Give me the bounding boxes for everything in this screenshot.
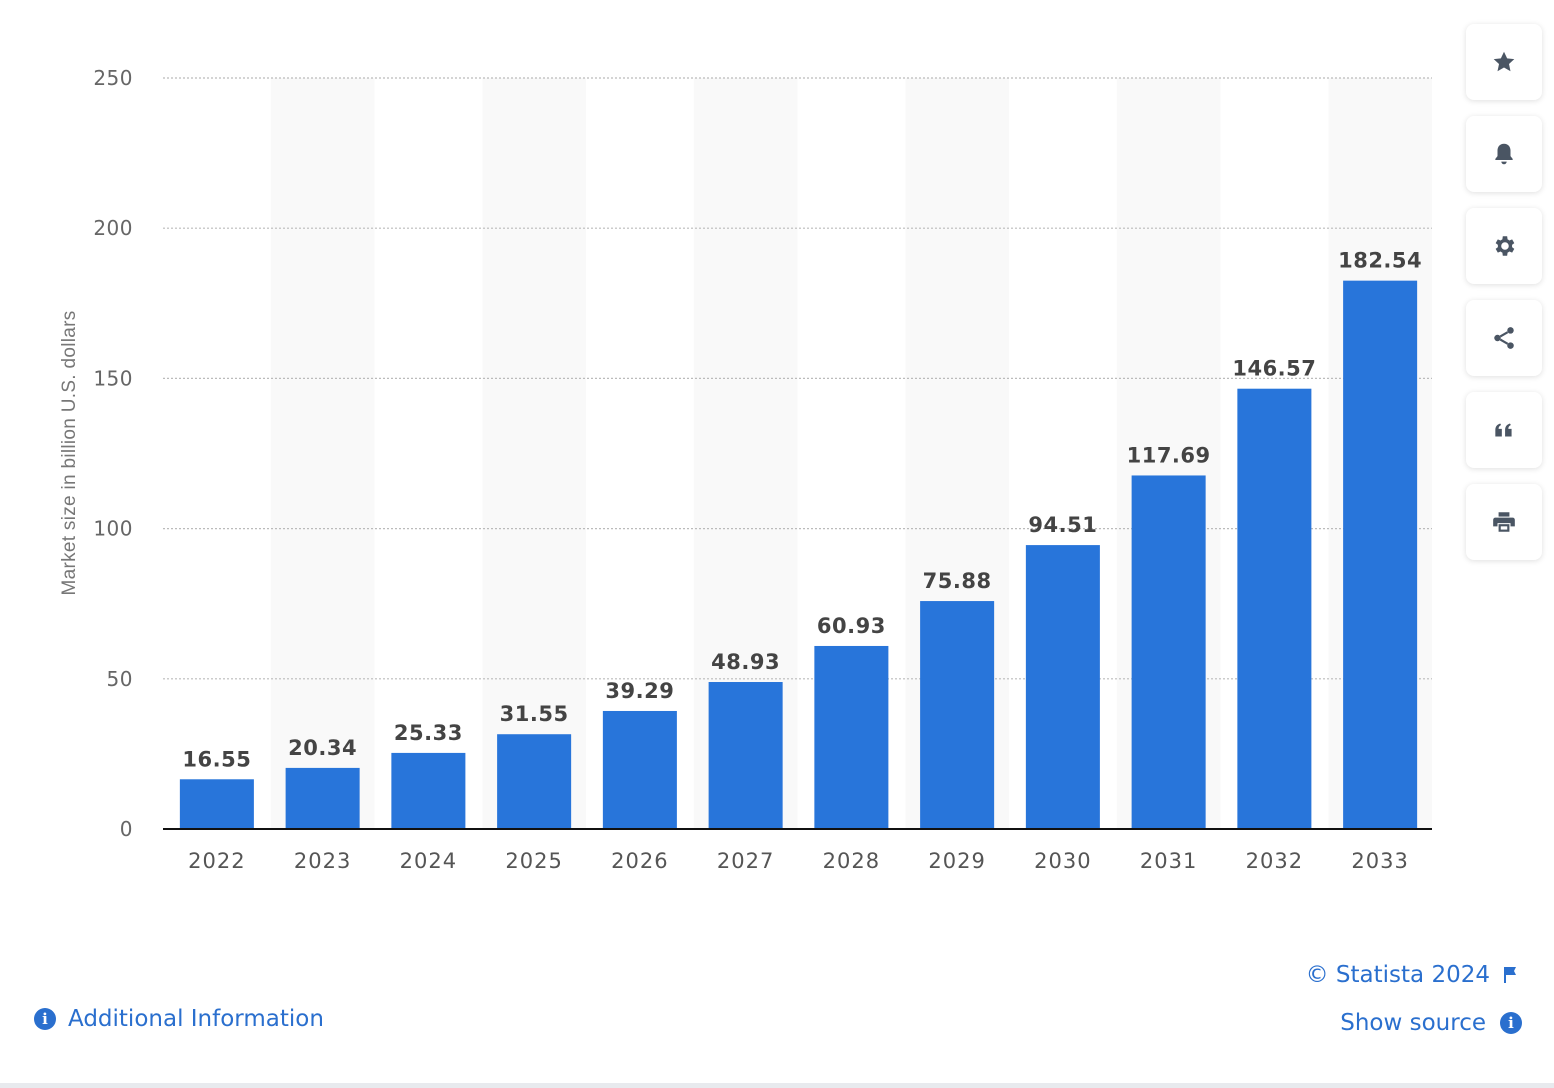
settings-button[interactable] <box>1466 208 1542 284</box>
x-tick-label: 2026 <box>611 849 668 873</box>
bar[interactable] <box>285 767 360 829</box>
gear-icon <box>1495 236 1515 256</box>
category-band <box>270 78 375 829</box>
info-icon: i <box>34 1008 56 1030</box>
quote-icon <box>1495 423 1512 437</box>
additional-information-link[interactable]: i Additional Information <box>34 1006 324 1032</box>
data-label: 146.57 <box>1232 357 1316 381</box>
x-tick-label: 2028 <box>823 849 880 873</box>
data-label: 60.93 <box>817 614 886 638</box>
show-source-label: Show source <box>1340 1010 1486 1036</box>
bar[interactable] <box>179 779 254 829</box>
data-label: 182.54 <box>1338 249 1422 273</box>
show-source-link[interactable]: Show source i <box>1340 1010 1522 1036</box>
x-tick-label: 2029 <box>928 849 985 873</box>
data-label: 39.29 <box>605 679 674 703</box>
additional-information-label: Additional Information <box>68 1006 324 1032</box>
x-tick-label: 2027 <box>717 849 774 873</box>
data-label: 25.33 <box>394 721 463 745</box>
copyright-label: © Statista 2024 <box>1305 962 1490 988</box>
bell-icon <box>1495 143 1513 165</box>
statista-copyright-link[interactable]: © Statista 2024 <box>1306 962 1518 988</box>
bar[interactable] <box>391 752 466 829</box>
bar[interactable] <box>814 645 889 829</box>
y-axis-label: Market size in billion U.S. dollars <box>59 310 80 595</box>
x-tick-label: 2031 <box>1140 849 1197 873</box>
data-label: 75.88 <box>923 569 992 593</box>
data-label: 20.34 <box>288 736 357 760</box>
bars <box>179 280 1418 829</box>
x-tick-label: 2023 <box>294 849 351 873</box>
bar[interactable] <box>497 734 572 829</box>
gridlines <box>163 77 1432 680</box>
y-axis-ticks: 0 50 100 150 200 250 <box>93 66 133 841</box>
data-label: 48.93 <box>711 650 780 674</box>
chart-toolbar <box>1466 24 1542 576</box>
bar[interactable] <box>1131 475 1206 829</box>
favorite-button[interactable] <box>1466 24 1542 100</box>
bar[interactable] <box>1025 545 1100 829</box>
category-band <box>482 78 586 829</box>
x-tick-label: 2030 <box>1034 849 1091 873</box>
print-button[interactable] <box>1466 484 1542 560</box>
x-tick-label: 2033 <box>1351 849 1408 873</box>
x-tick-label: 2032 <box>1246 849 1303 873</box>
info-icon: i <box>1500 1012 1522 1034</box>
y-tick-label: 50 <box>107 667 133 691</box>
bottom-divider <box>0 1083 1554 1088</box>
share-button[interactable] <box>1466 300 1542 376</box>
x-tick-label: 2024 <box>400 849 457 873</box>
notification-button[interactable] <box>1466 116 1542 192</box>
x-axis-ticks: 2022 2023 2024 2025 2026 2027 2028 2029 2030 2031… <box>188 849 1408 873</box>
bar-chart: 0 50 100 150 200 250 Market size in billion U… <box>59 66 1432 873</box>
bar[interactable] <box>1237 388 1312 829</box>
data-labels: 16.55 20.34 25.33 31.55 39.29 48.93 60.93 75.88… <box>182 249 1422 772</box>
bar[interactable] <box>1343 280 1418 829</box>
star-icon <box>1493 51 1515 72</box>
printer-icon <box>1493 512 1515 532</box>
bar[interactable] <box>920 601 995 829</box>
data-label: 16.55 <box>182 747 251 771</box>
data-label: 31.55 <box>500 702 569 726</box>
data-label: 94.51 <box>1028 513 1097 537</box>
bar[interactable] <box>708 682 783 829</box>
data-label: 117.69 <box>1127 443 1211 467</box>
cite-button[interactable] <box>1466 392 1542 468</box>
y-tick-label: 100 <box>93 517 133 541</box>
y-tick-label: 200 <box>93 216 133 240</box>
flag-icon <box>1504 967 1516 983</box>
x-tick-label: 2022 <box>188 849 245 873</box>
share-icon <box>1494 327 1514 349</box>
y-tick-label: 150 <box>93 366 133 390</box>
y-tick-label: 0 <box>120 817 133 841</box>
y-tick-label: 250 <box>93 66 133 90</box>
bar[interactable] <box>602 710 677 829</box>
x-tick-label: 2025 <box>505 849 562 873</box>
